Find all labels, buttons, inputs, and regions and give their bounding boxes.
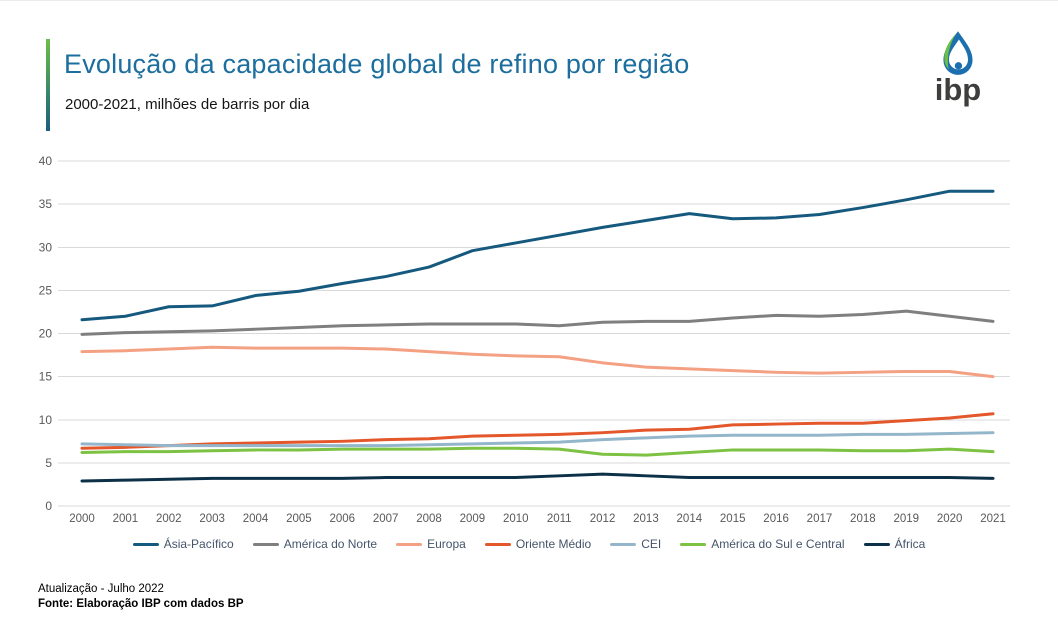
x-tick-label: 2008 — [416, 513, 442, 525]
x-tick-label: 2013 — [633, 513, 659, 525]
ibp-logo-text: ibp — [934, 72, 982, 107]
y-tick-label: 0 — [45, 499, 52, 513]
y-tick-label: 20 — [39, 327, 53, 341]
legend-item-america-do-norte: América do Norte — [252, 537, 378, 551]
series-line-europa — [80, 345, 995, 379]
ibp-logo: ibp — [925, 29, 991, 105]
legend-swatch-africa — [863, 542, 890, 546]
x-tick-label: 2006 — [329, 513, 355, 525]
title-accent-bar — [46, 39, 50, 131]
legend-item-europa: Europa — [396, 537, 466, 551]
x-tick-label: 2015 — [720, 513, 746, 525]
series-line-oriente-medio — [80, 412, 995, 450]
x-tick-label: 2019 — [893, 513, 919, 525]
x-tick-label: 2012 — [590, 513, 616, 525]
page-subtitle: 2000-2021, milhões de barris por dia — [65, 96, 310, 113]
x-tick-label: 2003 — [199, 513, 225, 525]
legend-label: Oriente Médio — [515, 537, 592, 551]
source-note: Fonte: Elaboração IBP com dados BP — [38, 597, 244, 610]
x-tick-label: 2016 — [763, 513, 789, 525]
series-line-asia-pacifico — [80, 189, 995, 322]
series-line-america-do-sul-e-central — [80, 446, 995, 457]
x-tick-label: 2009 — [460, 513, 486, 525]
x-tick-label: 2014 — [677, 513, 703, 525]
x-tick-label: 2017 — [807, 513, 833, 525]
y-tick-label: 25 — [39, 283, 53, 297]
legend-swatch-america-do-norte — [252, 542, 279, 546]
update-date: Atualização - Julho 2022 — [38, 583, 164, 595]
page-title: Evolução da capacidade global de refino … — [64, 49, 690, 79]
legend-item-america-do-sul-e-central: América do Sul e Central — [680, 537, 845, 551]
ibp-drop-icon — [943, 31, 973, 75]
x-tick-label: 2004 — [243, 513, 269, 525]
legend-label: América do Norte — [283, 537, 378, 551]
y-tick-label: 30 — [39, 240, 53, 254]
x-tick-label: 2021 — [980, 513, 1006, 525]
y-tick-label: 40 — [39, 154, 53, 168]
series-line-cei — [80, 431, 995, 448]
x-tick-label: 2005 — [286, 513, 312, 525]
legend-swatch-cei — [610, 542, 637, 546]
series-line-africa — [80, 472, 995, 483]
legend-label: América do Sul e Central — [711, 537, 845, 551]
x-tick-label: 2000 — [69, 513, 95, 525]
y-tick-label: 5 — [45, 456, 52, 470]
legend-label: Ásia-Pacífico — [163, 537, 234, 551]
footer: Atualização - Julho 2022 Fonte: Elaboraç… — [38, 582, 244, 611]
legend-swatch-oriente-medio — [484, 542, 511, 546]
x-tick-label: 2010 — [503, 513, 529, 525]
y-tick-label: 15 — [39, 370, 53, 384]
legend-swatch-asia-pacifico — [132, 542, 159, 546]
legend-item-africa: África — [863, 537, 926, 551]
y-tick-label: 10 — [39, 413, 53, 427]
x-tick-label: 2001 — [113, 513, 139, 525]
x-tick-label: 2018 — [850, 513, 876, 525]
legend-item-cei: CEI — [610, 537, 661, 551]
y-tick-label: 35 — [39, 197, 53, 211]
legend-swatch-europa — [396, 542, 423, 546]
x-tick-label: 2020 — [937, 513, 963, 525]
x-tick-label: 2002 — [156, 513, 182, 525]
legend-swatch-america-do-sul-e-central — [680, 542, 707, 546]
legend-item-asia-pacifico: Ásia-Pacífico — [132, 537, 234, 551]
x-tick-label: 2011 — [547, 513, 572, 525]
legend-item-oriente-medio: Oriente Médio — [484, 537, 592, 551]
series-line-america-do-norte — [80, 309, 995, 336]
legend-label: CEI — [641, 537, 662, 551]
x-tick-label: 2007 — [373, 513, 399, 525]
legend-label: África — [894, 537, 926, 551]
chart-legend: Ásia-Pacífico América do Norte Europa Orien… — [0, 537, 1058, 551]
legend-label: Europa — [427, 537, 466, 551]
